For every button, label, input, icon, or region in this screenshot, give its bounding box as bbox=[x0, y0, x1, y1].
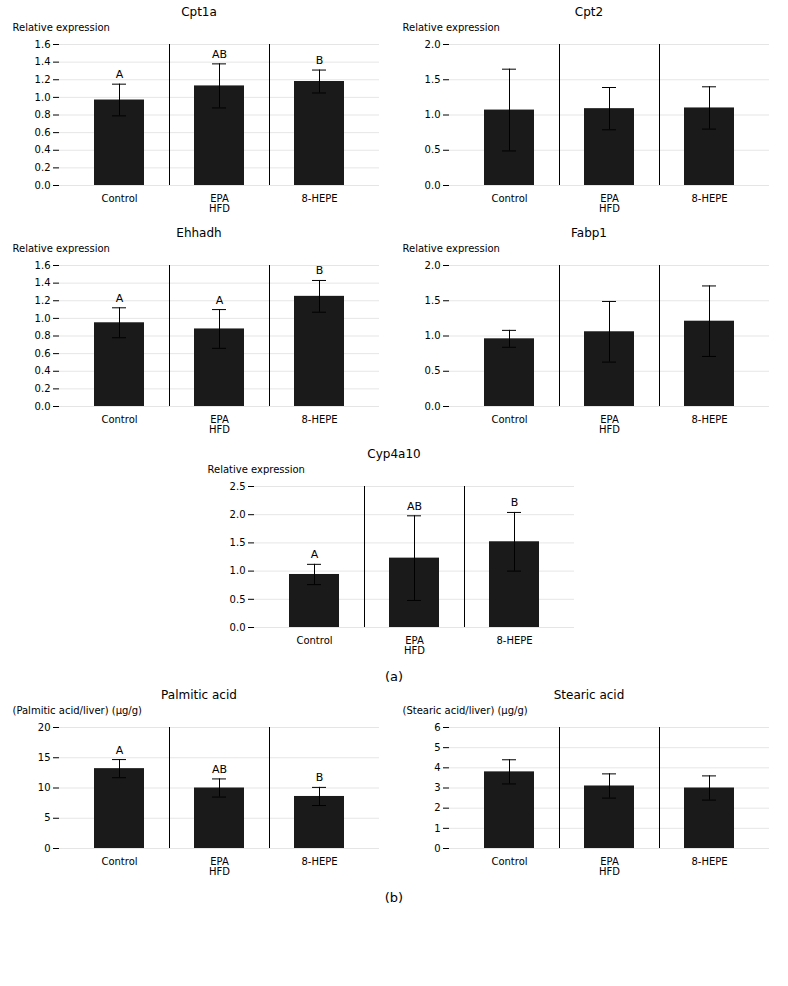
html-text:(b): (b) bbox=[384, 890, 404, 905]
svg-text:0: 0 bbox=[44, 843, 50, 854]
svg-text:(Stearic acid/liver) (μg/g): (Stearic acid/liver) (μg/g) bbox=[403, 705, 528, 716]
svg-text:1.6: 1.6 bbox=[35, 260, 51, 271]
svg-text:0.5: 0.5 bbox=[425, 144, 441, 155]
svg-text:8-HEPE: 8-HEPE bbox=[691, 414, 727, 425]
svg-text:0.8: 0.8 bbox=[35, 330, 51, 341]
svg-text:2.0: 2.0 bbox=[425, 260, 441, 271]
svg-text:5: 5 bbox=[434, 742, 440, 753]
svg-text:8-HEPE: 8-HEPE bbox=[301, 414, 337, 425]
svg-text:Relative expression: Relative expression bbox=[208, 464, 305, 475]
svg-text:1.0: 1.0 bbox=[230, 565, 246, 576]
svg-text:1.5: 1.5 bbox=[230, 537, 246, 548]
svg-text:AB: AB bbox=[407, 500, 422, 513]
svg-text:Control: Control bbox=[296, 635, 332, 646]
svg-text:0.0: 0.0 bbox=[230, 622, 246, 633]
svg-text:8-HEPE: 8-HEPE bbox=[496, 635, 532, 646]
svg-text:Control: Control bbox=[101, 414, 137, 425]
svg-text:0.5: 0.5 bbox=[230, 594, 246, 605]
svg-text:1.2: 1.2 bbox=[35, 295, 51, 306]
svg-text:EPAHFD: EPAHFD bbox=[209, 193, 230, 214]
svg-text:15: 15 bbox=[38, 752, 51, 763]
svg-text:Control: Control bbox=[101, 856, 137, 867]
svg-text:EPAHFD: EPAHFD bbox=[599, 193, 620, 214]
svg-text:B: B bbox=[316, 264, 324, 277]
svg-text:0.0: 0.0 bbox=[425, 180, 441, 191]
svg-text:AB: AB bbox=[212, 48, 227, 61]
svg-text:0.8: 0.8 bbox=[35, 109, 51, 120]
html-text:Cpt2: Cpt2 bbox=[574, 5, 604, 19]
svg-text:EPAHFD: EPAHFD bbox=[209, 414, 230, 435]
html-text:Stearic acid: Stearic acid bbox=[553, 688, 625, 702]
svg-text:0.2: 0.2 bbox=[35, 162, 51, 173]
html-text:Palmitic acid: Palmitic acid bbox=[161, 688, 237, 702]
html-text:Cpt1a: Cpt1a bbox=[181, 5, 217, 19]
svg-text:1.5: 1.5 bbox=[425, 74, 441, 85]
svg-text:2: 2 bbox=[434, 802, 440, 813]
html-text:Ehhadh: Ehhadh bbox=[176, 226, 222, 240]
svg-text:0: 0 bbox=[434, 843, 440, 854]
html-text:(a): (a) bbox=[384, 669, 404, 684]
html-text:Cyp4a10: Cyp4a10 bbox=[367, 447, 421, 461]
svg-text:8-HEPE: 8-HEPE bbox=[301, 193, 337, 204]
svg-text:Control: Control bbox=[491, 193, 527, 204]
svg-text:B: B bbox=[316, 771, 324, 784]
svg-text:1: 1 bbox=[434, 823, 440, 834]
svg-text:1.2: 1.2 bbox=[35, 74, 51, 85]
svg-text:0.0: 0.0 bbox=[425, 401, 441, 412]
svg-text:1.5: 1.5 bbox=[425, 295, 441, 306]
svg-text:A: A bbox=[311, 548, 319, 561]
svg-text:0.6: 0.6 bbox=[35, 127, 51, 138]
svg-text:A: A bbox=[116, 292, 124, 305]
svg-text:2.0: 2.0 bbox=[230, 509, 246, 520]
svg-text:A: A bbox=[116, 744, 124, 757]
svg-text:1.4: 1.4 bbox=[35, 56, 51, 67]
svg-text:1.0: 1.0 bbox=[35, 313, 51, 324]
svg-text:0.4: 0.4 bbox=[35, 144, 51, 155]
svg-text:Relative expression: Relative expression bbox=[13, 243, 110, 254]
svg-text:0.5: 0.5 bbox=[425, 365, 441, 376]
svg-text:0.4: 0.4 bbox=[35, 365, 51, 376]
svg-text:B: B bbox=[511, 496, 519, 509]
svg-text:5: 5 bbox=[44, 812, 50, 823]
svg-text:Control: Control bbox=[101, 193, 137, 204]
svg-text:1.4: 1.4 bbox=[35, 277, 51, 288]
svg-text:EPAHFD: EPAHFD bbox=[599, 856, 620, 877]
svg-text:0.6: 0.6 bbox=[35, 348, 51, 359]
svg-text:1.6: 1.6 bbox=[35, 39, 51, 50]
svg-text:1.0: 1.0 bbox=[425, 330, 441, 341]
svg-text:Control: Control bbox=[491, 414, 527, 425]
svg-text:1.0: 1.0 bbox=[35, 92, 51, 103]
svg-text:Relative expression: Relative expression bbox=[403, 243, 500, 254]
svg-text:0.2: 0.2 bbox=[35, 383, 51, 394]
svg-text:Relative expression: Relative expression bbox=[13, 22, 110, 33]
html-text:Fabp1: Fabp1 bbox=[571, 226, 607, 240]
svg-text:EPAHFD: EPAHFD bbox=[404, 635, 425, 656]
svg-text:AB: AB bbox=[212, 763, 227, 776]
svg-text:1.0: 1.0 bbox=[425, 109, 441, 120]
svg-text:8-HEPE: 8-HEPE bbox=[691, 856, 727, 867]
svg-text:Relative expression: Relative expression bbox=[403, 22, 500, 33]
svg-text:20: 20 bbox=[38, 722, 51, 733]
svg-text:A: A bbox=[116, 68, 124, 81]
svg-text:6: 6 bbox=[434, 722, 440, 733]
svg-text:B: B bbox=[316, 54, 324, 67]
svg-text:Control: Control bbox=[491, 856, 527, 867]
svg-text:0.0: 0.0 bbox=[35, 180, 51, 191]
svg-text:10: 10 bbox=[38, 782, 51, 793]
svg-text:2.0: 2.0 bbox=[425, 39, 441, 50]
svg-text:4: 4 bbox=[434, 762, 440, 773]
svg-text:2.5: 2.5 bbox=[230, 481, 246, 492]
svg-text:A: A bbox=[216, 294, 224, 307]
svg-text:8-HEPE: 8-HEPE bbox=[691, 193, 727, 204]
svg-text:8-HEPE: 8-HEPE bbox=[301, 856, 337, 867]
svg-text:EPAHFD: EPAHFD bbox=[599, 414, 620, 435]
svg-text:3: 3 bbox=[434, 782, 440, 793]
svg-text:EPAHFD: EPAHFD bbox=[209, 856, 230, 877]
svg-text:(Palmitic acid/liver) (μg/g): (Palmitic acid/liver) (μg/g) bbox=[13, 705, 143, 716]
svg-text:0.0: 0.0 bbox=[35, 401, 51, 412]
